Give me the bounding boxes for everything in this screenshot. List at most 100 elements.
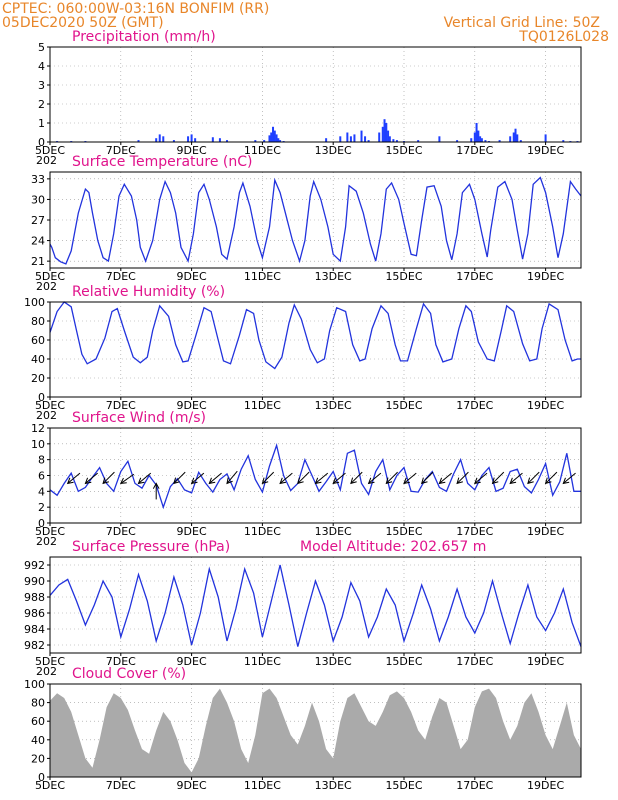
y-tick-label: 8	[38, 454, 45, 467]
x-year-label: 202	[36, 665, 57, 678]
wind-barb	[385, 471, 398, 484]
precip-bar	[456, 140, 459, 142]
x-tick-label: 7DEC	[106, 270, 136, 283]
precip-bar	[226, 140, 228, 142]
x-tick-label: 7DEC	[106, 144, 136, 157]
precip-bar	[512, 132, 515, 142]
wind-barb-head	[420, 477, 428, 485]
x-tick-label: 7DEC	[106, 655, 136, 668]
y-tick-label: 20	[31, 372, 45, 385]
y-tick-label: 6	[38, 470, 45, 483]
y-tick-label: 100	[24, 296, 45, 309]
precip-bar	[544, 134, 547, 142]
y-tick-label: 3	[38, 79, 45, 92]
x-tick-label: 15DEC	[385, 399, 422, 412]
y-tick-label: 984	[24, 623, 45, 636]
precip-bar	[270, 132, 273, 142]
wind-barb	[368, 472, 382, 484]
precip-bar	[470, 138, 473, 142]
wind-barb	[262, 471, 275, 484]
x-tick-label: 15DEC	[385, 525, 422, 538]
y-tick-label: 4	[38, 485, 45, 498]
precip-bar	[360, 130, 363, 142]
series-line	[49, 564, 582, 647]
precip-bar	[514, 128, 517, 142]
wind-barb-head	[152, 482, 160, 489]
precip-bar	[480, 138, 483, 142]
wind-barb-head	[385, 477, 393, 485]
wind-barb-head	[562, 477, 570, 485]
x-tick-label: 17DEC	[456, 525, 493, 538]
y-tick-label: 2	[38, 501, 45, 514]
header-station: CPTEC: 060:00W-03:16N BONFIM (RR)	[2, 1, 269, 17]
wind-barb-head	[119, 477, 127, 485]
precip-bar	[272, 126, 275, 142]
precip-bar	[162, 136, 165, 142]
x-tick-label: 13DEC	[315, 144, 352, 157]
y-tick-label: 0	[38, 517, 45, 530]
wind-barb	[439, 472, 452, 484]
precip-bar	[277, 138, 280, 142]
y-tick-label: 986	[24, 607, 45, 620]
precip-bar	[477, 130, 480, 142]
precip-bar	[268, 135, 271, 142]
precip-bar	[388, 136, 391, 142]
y-tick-label: 80	[31, 315, 45, 328]
wind-barb-head	[527, 477, 534, 485]
x-tick-label: 11DEC	[244, 655, 281, 668]
precip-bar	[190, 134, 193, 142]
wind-barb-head	[509, 477, 517, 485]
x-tick-label: 9DEC	[177, 399, 207, 412]
x-tick-label: 19DEC	[527, 144, 564, 157]
wind-barb-head	[314, 477, 322, 485]
precip-bar	[353, 134, 356, 142]
panel-title: Precipitation (mm/h)	[72, 29, 216, 45]
wind-barb-head	[367, 477, 375, 485]
x-tick-label: 19DEC	[527, 270, 564, 283]
x-tick-label: 17DEC	[456, 655, 493, 668]
x-year-label: 202	[36, 154, 57, 167]
y-tick-label: 990	[24, 575, 45, 588]
panel-6: 0 20 40 60 80 100 5DEC 7DEC 9DEC 11DEC 13DEC 15DEC 1…	[24, 666, 582, 792]
wind-barb	[509, 472, 523, 484]
panel-title: Surface Wind (m/s)	[72, 410, 206, 426]
precip-bar	[172, 140, 175, 142]
precip-bar	[516, 134, 519, 142]
wind-barb-head	[297, 477, 304, 485]
wind-barb-head	[84, 477, 92, 485]
precip-bar	[263, 140, 266, 142]
x-tick-label: 5DEC	[35, 399, 65, 412]
y-tick-label: 988	[24, 591, 45, 604]
precip-bar	[254, 140, 257, 142]
wind-barb	[545, 471, 558, 484]
series-line	[49, 443, 581, 510]
wind-barb	[226, 470, 238, 484]
wind-barb	[85, 472, 98, 484]
precip-bar	[392, 139, 395, 142]
precip-bar	[155, 138, 158, 142]
x-tick-label: 15DEC	[385, 779, 422, 792]
precip-bar	[325, 138, 328, 142]
precip-bar	[484, 140, 487, 142]
wind-barb	[456, 471, 469, 484]
cloud-area	[50, 688, 581, 777]
y-tick-label: 27	[31, 214, 45, 227]
y-tick-label: 40	[31, 353, 45, 366]
header-model: TQ0126L028	[518, 29, 609, 45]
precip-bar	[417, 140, 420, 142]
wind-barb	[492, 471, 505, 484]
panel-2: 21 24 27 30 33 5DEC 7DEC 9DEC 11DEC 13DEC 15DEC 17D…	[31, 154, 582, 293]
wind-barb-head	[491, 477, 499, 485]
x-tick-label: 9DEC	[177, 144, 207, 157]
x-tick-label: 15DEC	[385, 270, 422, 283]
panel-1: 0 1 2 3 4 5 5DEC 7DEC 9DEC 11DEC 13DEC 15DEC 17DEC 19…	[35, 29, 582, 167]
panel-annotation: Model Altitude: 202.657 m	[300, 539, 486, 555]
precip-bar	[498, 140, 501, 142]
wind-barb	[474, 472, 488, 484]
precip-bar	[473, 132, 476, 142]
header-grid-line: Vertical Grid Line: 50Z	[444, 15, 600, 31]
precip-bar	[479, 136, 482, 142]
x-tick-label: 13DEC	[315, 779, 352, 792]
wind-barb	[421, 471, 434, 484]
x-tick-label: 19DEC	[527, 399, 564, 412]
